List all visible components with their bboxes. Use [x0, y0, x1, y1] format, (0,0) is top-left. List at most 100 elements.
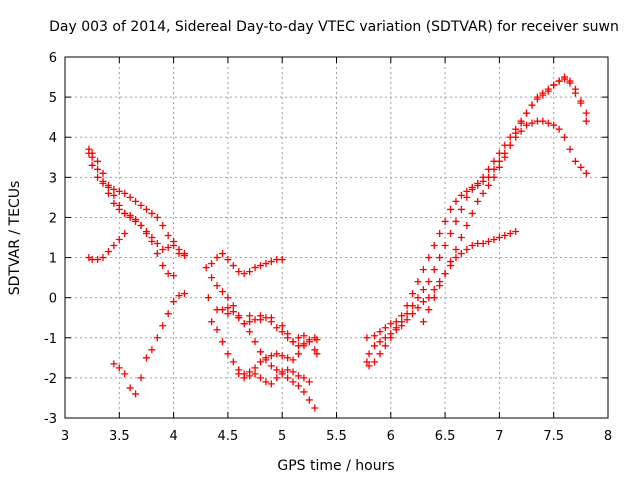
data-point [313, 336, 321, 344]
data-point [246, 268, 254, 276]
data-point [94, 256, 102, 264]
data-point [506, 133, 514, 141]
data-point [218, 338, 226, 346]
data-point [251, 364, 259, 372]
data-point [159, 262, 167, 270]
data-point [311, 404, 319, 412]
data-point [170, 238, 178, 246]
data-point [94, 165, 102, 173]
series-arc-9 [208, 318, 321, 378]
data-point [159, 246, 167, 254]
data-point [463, 246, 471, 254]
data-point [501, 153, 509, 161]
data-point [441, 270, 449, 278]
data-point [392, 324, 400, 332]
data-point [240, 270, 248, 278]
data-point [267, 380, 275, 388]
data-point [468, 242, 476, 250]
data-point [267, 318, 275, 326]
data-point [137, 201, 145, 209]
data-point [544, 87, 552, 95]
data-point [235, 314, 243, 322]
data-point [376, 328, 384, 336]
data-point [164, 310, 172, 318]
data-point [121, 189, 129, 197]
data-point [571, 157, 579, 165]
series-arc-6 [202, 250, 286, 278]
data-point [278, 256, 286, 264]
data-point [126, 211, 134, 219]
data-point [550, 121, 558, 129]
data-point [132, 215, 140, 223]
data-point [447, 229, 455, 237]
data-point [208, 318, 216, 326]
data-point [490, 157, 498, 165]
data-point [240, 320, 248, 328]
data-point [403, 310, 411, 318]
data-point [436, 282, 444, 290]
data-point [148, 346, 156, 354]
data-point [457, 250, 465, 258]
data-point [430, 286, 438, 294]
data-point [447, 258, 455, 266]
data-point [582, 109, 590, 117]
data-point [582, 169, 590, 177]
data-point [251, 316, 259, 324]
data-point [213, 326, 221, 334]
data-point [425, 306, 433, 314]
data-point [363, 358, 371, 366]
data-point [300, 342, 308, 350]
data-point [371, 342, 379, 350]
data-point [246, 312, 254, 320]
data-point [419, 298, 427, 306]
data-point [381, 334, 389, 342]
data-point [229, 262, 237, 270]
data-point [528, 119, 536, 127]
data-point [240, 374, 248, 382]
x-axis-label: GPS time / hours [277, 458, 394, 474]
x-tick-label: 3.5 [109, 429, 130, 444]
data-point [267, 258, 275, 266]
data-point [294, 350, 302, 358]
data-point [115, 205, 123, 213]
data-point [94, 173, 102, 181]
data-point [273, 324, 281, 332]
data-point [452, 197, 460, 205]
data-point [387, 320, 395, 328]
data-point [104, 189, 112, 197]
data-point [110, 360, 118, 368]
data-point [256, 358, 264, 366]
data-point [300, 332, 308, 340]
data-point [452, 217, 460, 225]
data-point [94, 157, 102, 165]
data-point [88, 153, 96, 161]
y-tick-label: 6 [49, 51, 57, 66]
data-point [582, 117, 590, 125]
data-point [414, 294, 422, 302]
data-point [577, 99, 585, 107]
data-point [571, 89, 579, 97]
data-point [164, 244, 172, 252]
data-point [126, 193, 134, 201]
data-point [468, 209, 476, 217]
data-point [495, 149, 503, 157]
data-point [463, 193, 471, 201]
x-tick-label: 6 [387, 429, 395, 444]
data-point [441, 242, 449, 250]
data-point [523, 109, 531, 117]
data-point [311, 346, 319, 354]
data-point [115, 187, 123, 195]
data-point [229, 302, 237, 310]
plot-frame [64, 56, 609, 419]
data-point [256, 374, 264, 382]
data-point [284, 366, 292, 374]
data-point [539, 117, 547, 125]
data-point [289, 368, 297, 376]
data-point [256, 262, 264, 270]
data-point [262, 260, 270, 268]
data-point [419, 266, 427, 274]
data-point [517, 119, 525, 127]
series-arc-5 [110, 290, 188, 398]
x-tick-label: 4 [169, 429, 177, 444]
